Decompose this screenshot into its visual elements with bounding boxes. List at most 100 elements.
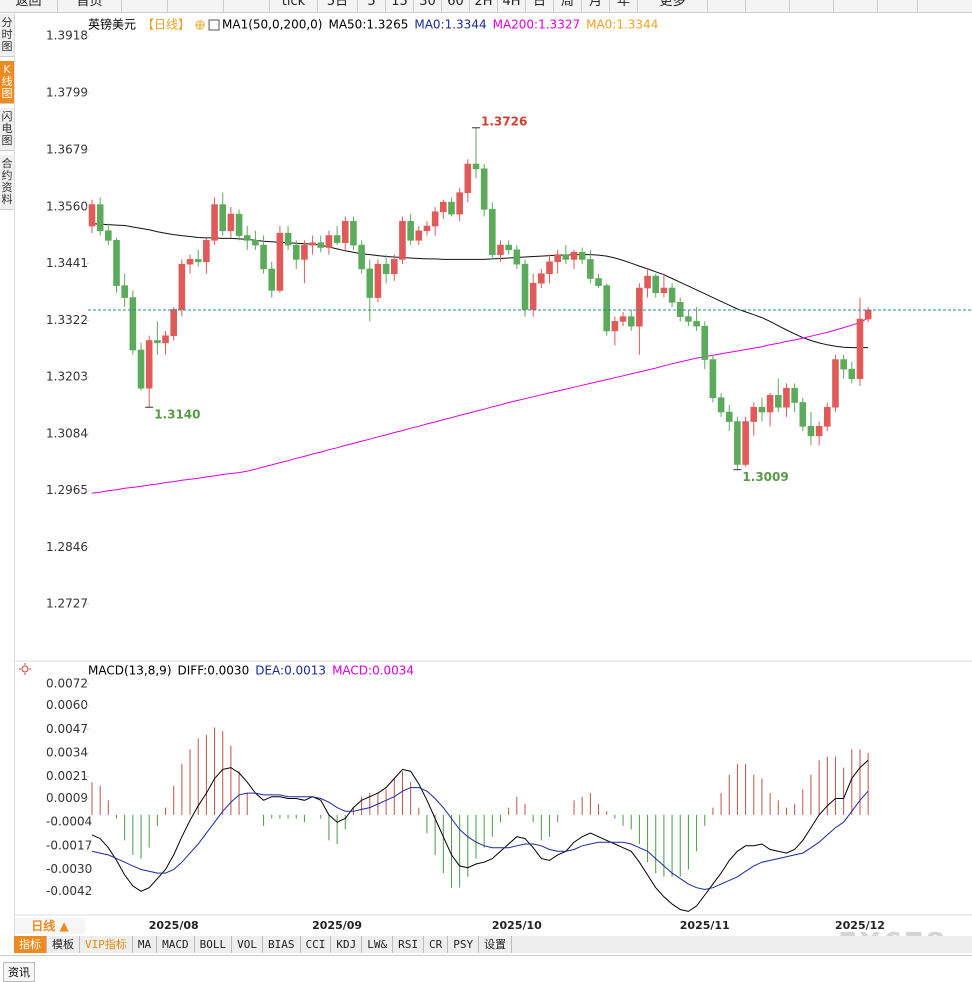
toolbar-item[interactable]: 月 (582, 0, 610, 12)
candle-body (284, 232, 292, 246)
indicator-tab[interactable]: 模板 (47, 936, 80, 953)
legend-item: DEA:0.0013 (255, 664, 326, 678)
candle-body (194, 259, 202, 263)
indicator-tab[interactable]: KDJ (331, 936, 363, 953)
macd-line (91, 759, 869, 912)
toolbar-item[interactable]: 更多 (638, 0, 708, 12)
candle-body (301, 244, 308, 260)
candle-body (252, 240, 259, 246)
toolbar-item[interactable]: 返回 (0, 0, 58, 12)
candle-body (350, 220, 357, 246)
sidebar-tab[interactable]: 分时图 (0, 14, 14, 57)
toolbar-icon[interactable] (746, 0, 790, 12)
x-tick-label: 2025/08 (149, 919, 199, 932)
period-button[interactable]: 日线 ▲ (15, 918, 85, 934)
candle-body (235, 213, 243, 236)
candle-body (660, 287, 668, 294)
y-tick-label: -0.0004 (46, 815, 92, 829)
legend-icon (196, 21, 205, 29)
candle-body (489, 209, 496, 255)
extreme-label: 1.3009 (742, 470, 788, 484)
candle-body (791, 387, 798, 403)
toolbar-icon[interactable] (878, 0, 918, 12)
indicator-tab[interactable]: 指标 (14, 936, 47, 953)
toolbar-item[interactable]: 周 (554, 0, 582, 12)
toolbar-item[interactable]: 4H (498, 0, 526, 12)
indicator-tab[interactable]: VIP指标 (80, 936, 133, 953)
candle-body (529, 282, 537, 310)
y-tick-label: 1.3322 (46, 313, 88, 327)
toolbar-item[interactable]: 5 (358, 0, 386, 12)
candle-body (292, 244, 300, 260)
legend-item: 【日线】 (142, 18, 190, 32)
candle-body (742, 421, 749, 465)
candle-body (137, 349, 145, 389)
candle-body (423, 225, 431, 232)
candle-body (227, 213, 235, 232)
y-tick-label: 1.3441 (46, 256, 88, 270)
candle-body (407, 220, 414, 241)
candle-body (276, 232, 284, 291)
toolbar-item[interactable]: 2H (470, 0, 498, 12)
toolbar-item[interactable]: 首页 (58, 0, 122, 12)
y-tick-label: 0.0021 (46, 769, 88, 783)
candle-body (611, 321, 619, 332)
candle-body (652, 275, 660, 294)
y-tick-label: 0.0009 (46, 791, 88, 805)
toolbar-item[interactable]: 60 (442, 0, 470, 12)
candle-body (603, 285, 611, 332)
candle-body (415, 230, 423, 241)
toolbar-item[interactable]: 15 (386, 0, 414, 12)
toolbar-icon[interactable] (168, 0, 224, 12)
legend-item: MA50:1.3265 (328, 18, 408, 32)
legend-item: MA200:1.3327 (493, 18, 581, 32)
indicator-tab[interactable]: MACD (157, 936, 195, 953)
candle-body (121, 285, 128, 298)
extreme-label: 1.3140 (154, 408, 200, 422)
indicator-tab[interactable]: RSI (393, 936, 424, 953)
toolbar-item[interactable]: 年 (610, 0, 638, 12)
candle-body (129, 297, 137, 351)
indicator-tab[interactable]: LW& (362, 936, 394, 953)
footer-tab[interactable]: 资讯 (3, 962, 35, 982)
candle-body (480, 168, 488, 210)
toolbar-icon[interactable] (834, 0, 878, 12)
indicator-tab[interactable]: VOL (232, 936, 263, 953)
indicator-tab[interactable]: BOLL (195, 936, 233, 953)
toolbar-item[interactable]: 5日 (318, 0, 358, 12)
y-tick-label: 0.0034 (46, 746, 88, 760)
indicator-tab[interactable]: CR (424, 936, 449, 953)
toolbar-icon[interactable] (708, 0, 746, 12)
candle-body (186, 259, 194, 265)
indicator-tab[interactable]: PSY (448, 936, 480, 953)
sidebar-tab[interactable]: 闪电图 (0, 108, 14, 151)
indicator-tab[interactable]: MA (133, 936, 158, 953)
toolbar-icon[interactable] (224, 0, 270, 12)
indicator-tab[interactable]: 设置 (479, 936, 513, 953)
candle-body (309, 242, 316, 246)
legend-item: MACD:0.0034 (332, 664, 414, 678)
candle-body (562, 254, 570, 260)
indicator-tab[interactable]: BIAS (263, 936, 301, 953)
macd-settings-icon[interactable] (19, 663, 31, 675)
candle-body (570, 251, 578, 260)
toolbar-item[interactable]: 30 (414, 0, 442, 12)
candle-body (88, 204, 96, 227)
candle-body (856, 318, 864, 379)
indicator-tab[interactable]: CCI (301, 936, 332, 953)
sidebar-tab[interactable]: 合约资料 (0, 155, 14, 210)
y-tick-label: -0.0042 (46, 884, 92, 898)
sidebar-tab[interactable]: K线图 (0, 61, 14, 104)
toolbar-item[interactable]: tick (270, 0, 318, 12)
macd-line (91, 787, 869, 891)
x-tick-label: 2025/12 (835, 919, 885, 932)
toolbar-item[interactable]: 日 (526, 0, 554, 12)
top-toolbar: 返回 首页 tick 5日 5 15 30 60 2H 4H 日 周 月 年 更… (0, 0, 972, 13)
candle-body (774, 395, 782, 408)
y-tick-label: 1.3799 (46, 85, 88, 99)
toolbar-icon[interactable] (122, 0, 168, 12)
candle-body (382, 263, 390, 275)
toolbar-icon[interactable] (790, 0, 834, 12)
